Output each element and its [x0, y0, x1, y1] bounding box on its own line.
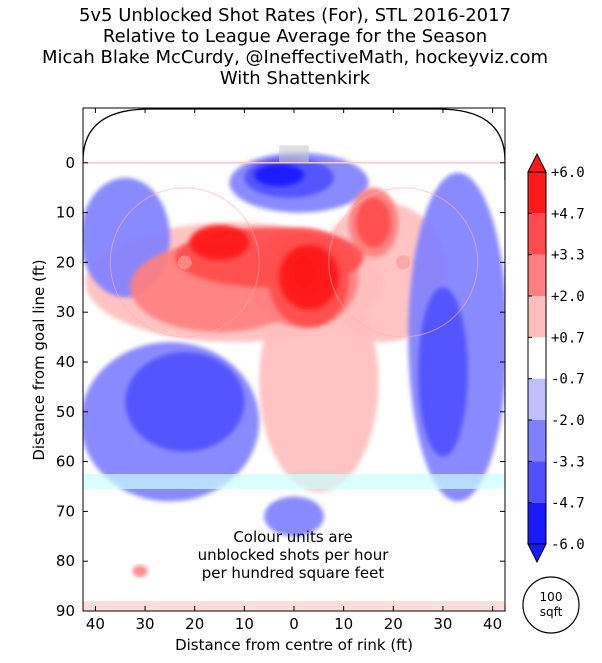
heat-region: [125, 352, 245, 452]
heat-region: [289, 252, 319, 293]
faceoff-circle: [109, 187, 260, 338]
colorbar-tick-label: -4.7: [551, 496, 585, 512]
annotation-line-2: unblocked shots per hour: [198, 546, 390, 564]
title-line-2: Relative to League Average for the Seaso…: [102, 26, 488, 47]
scale-circle-line-1: 100: [540, 590, 563, 604]
heat-region: [264, 496, 324, 537]
x-tick-label: 40: [86, 615, 105, 633]
colorbar-tick-label: +2.0: [551, 289, 585, 305]
heat-region: [418, 287, 468, 457]
faceoff-circle: [328, 187, 479, 338]
colorbar-frame: [527, 171, 547, 545]
colorbar-tick-label: +4.7: [551, 206, 585, 222]
colorbar-tick-label: +0.7: [551, 330, 585, 346]
annotation-line-3: per hundred square feet: [202, 564, 385, 582]
x-tick-label: 10: [235, 615, 254, 633]
colorbar-segment: [528, 461, 546, 503]
x-tick-label: 0: [289, 615, 299, 633]
title-line-1: 5v5 Unblocked Shot Rates (For), STL 2016…: [78, 5, 512, 26]
colorbar-segment: [528, 502, 546, 544]
x-tick-label: 20: [185, 615, 204, 633]
x-tick-label: 30: [136, 615, 155, 633]
y-tick-label: 0: [65, 154, 75, 172]
colorbar-segment: [528, 420, 546, 462]
x-tick-label: 40: [483, 615, 502, 633]
scale-circle-line-2: sqft: [540, 605, 563, 619]
colorbar-tick-label: -6.0: [551, 537, 585, 553]
colorbar-tick-label: -0.7: [551, 372, 585, 388]
x-tick-label: 10: [334, 615, 353, 633]
plot-area: [83, 108, 505, 611]
goal-net: [279, 145, 309, 163]
colorbar: +6.0 +4.7 +3.3 +2.0 +0.7 -0.7 -2.0 -3.3 -4.7 -6.0: [527, 152, 585, 564]
scale-circle: 100 sqft: [522, 576, 580, 634]
heat-region: [254, 164, 304, 187]
y-tick-label: 70: [56, 502, 75, 520]
heat-region: [132, 565, 148, 578]
title-line-3: Micah Blake McCurdy, @IneffectiveMath, h…: [41, 47, 549, 68]
heat-region: [356, 197, 391, 248]
annotation-line-1: Colour units are: [233, 528, 352, 546]
colorbar-tick-label: -2.0: [551, 413, 585, 429]
colorbar-segment: [528, 378, 546, 420]
y-tick-label: 20: [56, 253, 75, 271]
x-tick-label: 20: [384, 615, 403, 633]
colorbar-segment: [528, 337, 546, 379]
blue-line: [83, 474, 505, 489]
y-tick-label: 30: [56, 303, 75, 321]
y-tick-label: 90: [56, 602, 75, 620]
units-annotation: Colour units are unblocked shots per hou…: [198, 528, 390, 582]
colorbar-extend-top: [527, 152, 547, 173]
x-axis-label: Distance from centre of rink (ft): [175, 636, 413, 654]
y-tick-label: 40: [56, 353, 75, 371]
y-tick-label: 60: [56, 453, 75, 471]
colorbar-segment: [528, 213, 546, 255]
axes: 40 30 20 10 0 10 20 30 40 0 10 20 30 40 50 60 70 80 90: [56, 108, 505, 633]
colorbar-segment: [528, 172, 546, 214]
colorbar-tick-label: +3.3: [551, 248, 585, 264]
title-line-4: With Shattenkirk: [219, 68, 371, 89]
colorbar-extend-bottom: [527, 543, 547, 564]
y-tick-label: 50: [56, 403, 75, 421]
colorbar-tick-label: +6.0: [551, 165, 585, 181]
heat-region: [189, 225, 250, 260]
faceoff-dot: [396, 255, 411, 270]
y-tick-label: 80: [56, 552, 75, 570]
x-tick-label: 30: [433, 615, 452, 633]
colorbar-segment: [528, 296, 546, 338]
colorbar-segment: [528, 254, 546, 296]
faceoff-dot: [177, 255, 192, 270]
y-tick-label: 10: [56, 204, 75, 222]
heatmap-regions: [83, 152, 505, 578]
y-axis-label: Distance from goal line (ft): [30, 259, 48, 460]
colorbar-tick-label: -3.3: [551, 454, 585, 470]
